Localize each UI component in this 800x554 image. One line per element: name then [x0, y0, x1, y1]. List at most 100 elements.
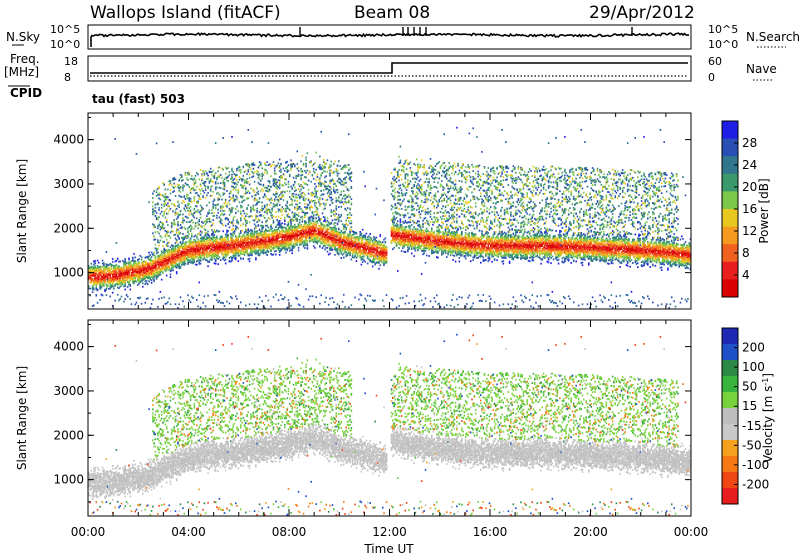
power-cell: [105, 273, 108, 275]
power-cell: [111, 280, 114, 282]
power-cell: [183, 247, 186, 249]
power-cell: [263, 162, 266, 164]
power-cell: [213, 245, 216, 248]
power-cell: [202, 239, 204, 242]
power-cell: [188, 299, 191, 302]
power-cell: [187, 231, 189, 234]
power-cell: [284, 169, 286, 172]
power-cell: [130, 275, 133, 278]
power-cell: [263, 171, 266, 174]
power-cell: [198, 178, 201, 181]
power-cell: [108, 277, 110, 280]
power-cell: [145, 274, 148, 276]
power-cell: [201, 179, 203, 182]
power-cell: [150, 272, 153, 275]
power-cell: [187, 202, 189, 205]
power-cell: [198, 220, 201, 223]
power-cell: [181, 246, 183, 249]
power-cell: [177, 260, 179, 262]
power-cell: [219, 187, 222, 189]
power-cell: [98, 261, 100, 264]
power-cell: [178, 214, 180, 217]
power-cell: [172, 259, 174, 262]
power-cell: [159, 193, 162, 196]
power-cell: [189, 243, 192, 246]
power-cell: [100, 280, 103, 283]
power-cell: [169, 231, 172, 234]
power-cell: [119, 272, 121, 275]
power-cell: [211, 252, 213, 255]
power-cell: [148, 201, 150, 204]
power-cell: [173, 257, 175, 259]
power-cell: [237, 238, 240, 241]
power-cell: [133, 282, 135, 285]
power-cell: [217, 252, 219, 254]
power-cell: [192, 253, 194, 256]
power-cell: [280, 217, 282, 220]
power-cell: [174, 185, 177, 188]
power-cell: [134, 273, 137, 276]
power-cell: [121, 281, 124, 284]
power-cell: [129, 283, 132, 286]
power-cell: [152, 205, 154, 208]
power-cell: [149, 266, 152, 269]
power-cell: [153, 262, 155, 265]
power-cell: [252, 167, 255, 170]
power-cell: [203, 248, 206, 251]
power-cell: [148, 277, 150, 280]
power-cell: [232, 222, 235, 225]
power-cell: [163, 227, 165, 230]
power-cell: [153, 272, 155, 275]
power-cell: [157, 261, 159, 263]
power-cell: [211, 229, 213, 231]
power-cell: [184, 241, 187, 244]
power-cell: [134, 262, 137, 264]
power-cell: [218, 166, 221, 169]
power-cell: [153, 238, 155, 241]
power-cell: [202, 251, 204, 254]
power-cell: [175, 230, 178, 232]
power-cell: [164, 261, 167, 264]
power-cell: [218, 249, 221, 252]
power-cell: [266, 161, 268, 163]
power-cell: [201, 238, 203, 240]
power-cell: [255, 225, 257, 227]
power-cell: [150, 270, 153, 272]
power-cell: [160, 267, 163, 270]
power-cell: [109, 295, 111, 298]
power-cell: [174, 265, 177, 267]
power-cell: [152, 272, 154, 275]
power-cell: [191, 187, 193, 190]
power-cell: [282, 167, 285, 170]
power-cell: [132, 267, 134, 270]
power-cell: [118, 265, 120, 267]
power-cell: [158, 209, 160, 211]
power-cell: [101, 283, 104, 286]
power-cell: [199, 255, 202, 258]
power-cell: [204, 259, 207, 261]
power-cell: [212, 203, 214, 205]
power-cell: [120, 272, 123, 274]
power-cell: [125, 271, 128, 274]
power-cell: [206, 178, 208, 180]
power-cell: [197, 242, 199, 245]
power-cell: [108, 274, 110, 276]
power-cell: [88, 278, 90, 281]
power-cell: [248, 257, 251, 260]
power-cell: [276, 181, 278, 184]
power-cell: [173, 262, 175, 264]
power-cell: [165, 244, 168, 247]
power-cell: [174, 213, 177, 216]
power-cell: [193, 184, 196, 187]
power-cell: [129, 264, 132, 267]
power-cell: [216, 257, 218, 259]
power-cell: [118, 299, 120, 302]
power-cell: [246, 191, 248, 194]
power-cell: [275, 250, 277, 252]
power-cell: [188, 249, 191, 251]
power-cell: [198, 246, 201, 248]
power-cell: [193, 235, 196, 238]
power-cell: [118, 273, 120, 276]
power-cell: [187, 251, 189, 253]
power-cell: [110, 272, 113, 275]
